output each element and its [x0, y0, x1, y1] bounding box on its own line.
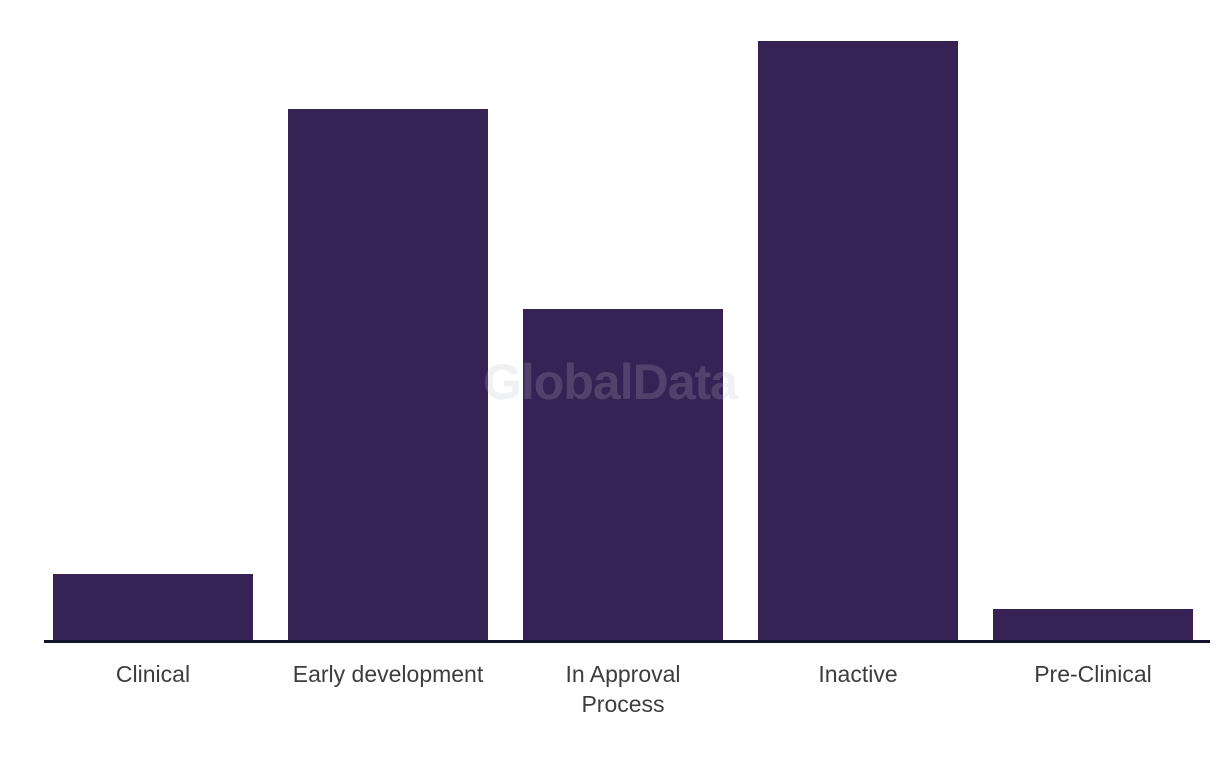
- x-label-pre-clinical: Pre-Clinical: [1034, 661, 1152, 687]
- x-label-inactive: Inactive: [818, 661, 898, 687]
- x-axis-line: [44, 640, 1210, 643]
- bar-pre-clinical: [993, 609, 1193, 641]
- bar-in-approval-process: [523, 309, 723, 641]
- x-label-early-development: Early development: [292, 661, 484, 687]
- bar-early-development: [288, 109, 488, 641]
- bar-inactive: [758, 41, 958, 641]
- bar-clinical: [53, 574, 253, 641]
- x-label-clinical: Clinical: [115, 661, 191, 687]
- x-label-in-approval-process: In Approval Process: [565, 661, 681, 717]
